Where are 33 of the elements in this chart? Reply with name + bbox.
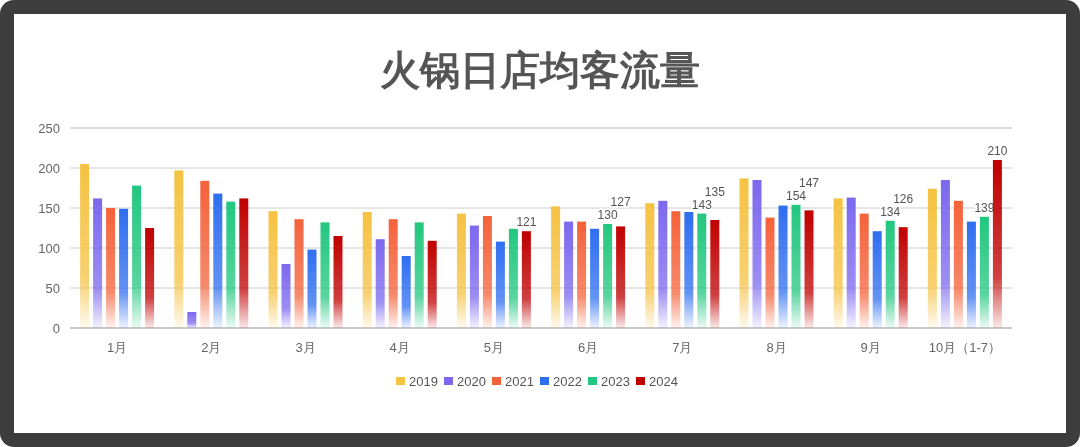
legend-label: 2024: [649, 374, 678, 389]
x-tick-label: 3月: [295, 340, 316, 355]
x-tick-label: 2月: [201, 340, 222, 355]
chart-title: 火锅日店均客流量: [380, 48, 700, 92]
y-tick-label: 200: [38, 161, 60, 176]
legend-label: 2022: [553, 374, 582, 389]
data-label: 143: [691, 197, 713, 212]
legend-label: 2023: [601, 374, 630, 389]
x-tick-label: 1月: [106, 340, 128, 355]
legend-label: 2020: [457, 374, 486, 389]
data-label: 127: [610, 195, 631, 209]
x-tick-label: 7月: [672, 340, 693, 355]
data-label: 135: [704, 184, 726, 199]
data-label: 126: [893, 191, 914, 206]
x-tick-label: 4月: [389, 340, 410, 355]
y-tick-label: 100: [38, 241, 60, 256]
data-label: 121: [516, 215, 537, 230]
x-tick-label: 9月: [860, 340, 881, 355]
y-tick-label: 0: [52, 321, 60, 336]
data-label: 147: [798, 175, 820, 190]
legend-label: 2019: [409, 374, 438, 389]
legend-label: 2021: [505, 374, 534, 389]
x-tick-label: 5月: [483, 340, 505, 355]
data-label: 130: [597, 208, 618, 222]
data-label: 210: [987, 144, 1008, 158]
y-tick-label: 50: [45, 281, 60, 296]
data-label: 134: [880, 204, 901, 219]
x-tick-label: 6月: [577, 340, 599, 355]
x-tick-label: 10月（1-7）: [928, 340, 1002, 355]
data-label: 154: [785, 188, 807, 203]
y-tick-label: 150: [38, 201, 60, 216]
x-tick-label: 8月: [766, 340, 787, 355]
y-tick-label: 250: [38, 121, 60, 136]
